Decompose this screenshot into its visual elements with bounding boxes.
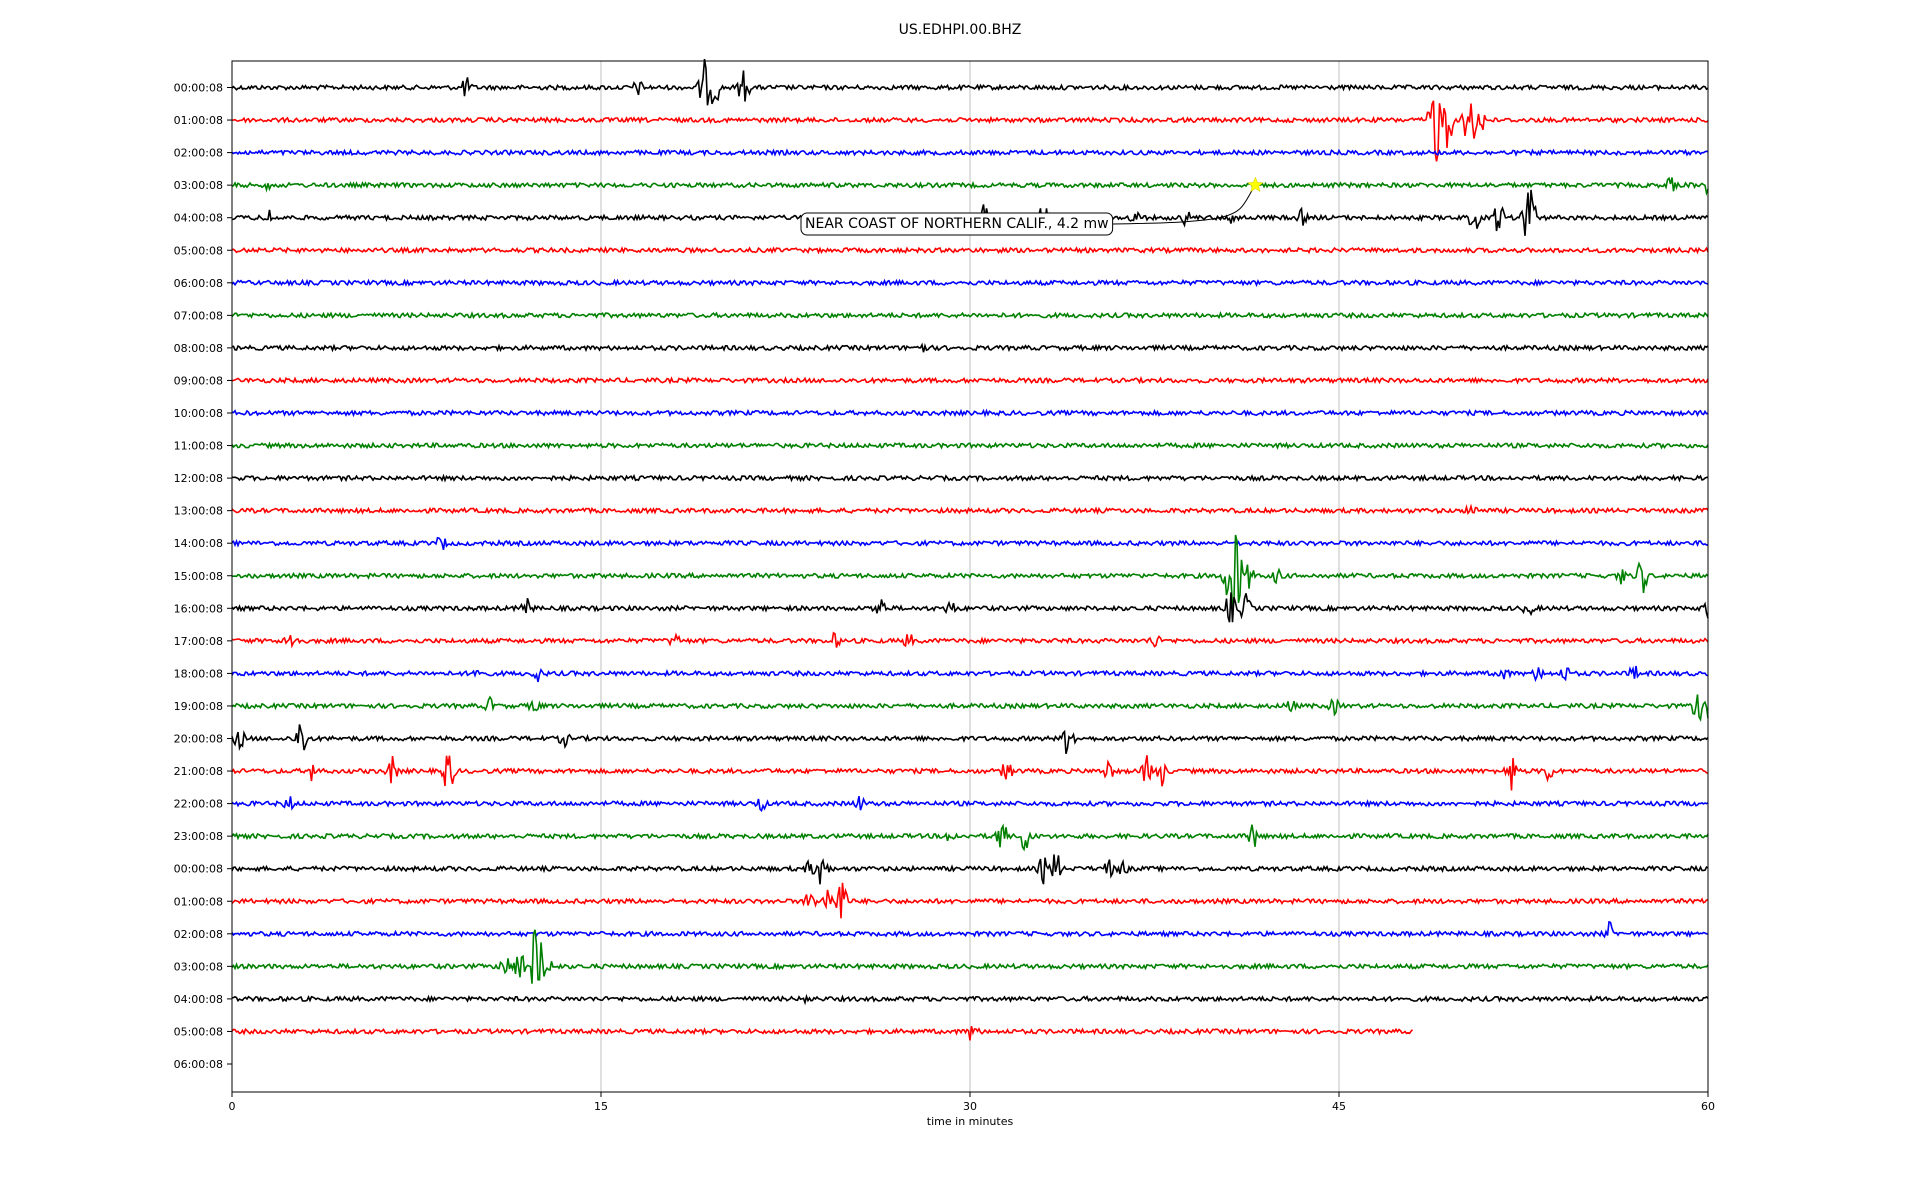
- row-label: 07:00:08: [174, 309, 223, 322]
- trace-line: [231, 503, 1709, 516]
- trace-line: [231, 665, 1709, 683]
- trace-line: [231, 473, 1709, 483]
- row-label: 06:00:08: [174, 1058, 223, 1071]
- row-labels: 00:00:08 01:00:08 02:00:08 03:00:08 04:00:08…: [174, 82, 232, 1071]
- row-label: 08:00:08: [174, 342, 223, 355]
- trace-line: [231, 929, 1709, 984]
- trace-line: [231, 441, 1709, 450]
- row-label: 09:00:08: [174, 374, 223, 387]
- x-tick-label: 0: [229, 1100, 236, 1113]
- row-label: 01:00:08: [174, 895, 223, 908]
- row-label: 11:00:08: [174, 440, 223, 453]
- trace-line: [231, 724, 1709, 755]
- x-axis-label: time in minutes: [927, 1115, 1014, 1128]
- trace-line: [231, 534, 1709, 607]
- x-tick-label: 15: [594, 1100, 608, 1113]
- row-label: 01:00:08: [174, 114, 223, 127]
- trace-line: [231, 796, 1709, 813]
- trace-line: [231, 755, 1709, 791]
- row-label: 00:00:08: [174, 82, 223, 95]
- row-label: 14:00:08: [174, 537, 223, 550]
- row-label: 19:00:08: [174, 700, 223, 713]
- row-label: 05:00:08: [174, 244, 223, 257]
- trace-line: [231, 1026, 1414, 1041]
- row-label: 10:00:08: [174, 407, 223, 420]
- row-label: 05:00:08: [174, 1025, 223, 1038]
- plot-frame: [231, 60, 1709, 1093]
- x-tick-label: 30: [963, 1100, 977, 1113]
- row-label: 20:00:08: [174, 733, 223, 746]
- annotation-leader: [1112, 184, 1256, 225]
- trace-line: [231, 245, 1709, 255]
- trace-line: [231, 882, 1709, 919]
- x-tick-label: 45: [1332, 1100, 1346, 1113]
- trace-line: [231, 310, 1709, 320]
- row-label: 12:00:08: [174, 472, 223, 485]
- trace-line: [231, 592, 1709, 623]
- row-label: 23:00:08: [174, 830, 223, 843]
- trace-line: [231, 148, 1709, 157]
- x-tick-label: 60: [1701, 1100, 1715, 1113]
- chart-title: US.EDHPI.00.BHZ: [899, 22, 1022, 38]
- row-label: 04:00:08: [174, 212, 223, 225]
- trace-line: [231, 342, 1709, 353]
- trace-line: [231, 536, 1709, 550]
- trace-line: [231, 993, 1709, 1006]
- event-star: [1247, 176, 1264, 193]
- annotation-text: NEAR COAST OF NORTHERN CALIF., 4.2 mw: [805, 216, 1109, 232]
- event-annotation: NEAR COAST OF NORTHERN CALIF., 4.2 mw: [800, 184, 1256, 236]
- row-label: 00:00:08: [174, 863, 223, 876]
- row-label: 13:00:08: [174, 505, 223, 518]
- row-label: 06:00:08: [174, 277, 223, 290]
- event-star-marker: [1247, 176, 1264, 193]
- row-label: 18:00:08: [174, 667, 223, 680]
- row-label: 21:00:08: [174, 765, 223, 778]
- annotation-box: [800, 212, 1114, 236]
- row-label: 15:00:08: [174, 570, 223, 583]
- trace-line: [231, 854, 1709, 885]
- row-label: 02:00:08: [174, 147, 223, 160]
- trace-line: [231, 278, 1709, 288]
- row-label: 22:00:08: [174, 798, 223, 811]
- row-label: 03:00:08: [174, 960, 223, 973]
- trace-line: [231, 176, 1709, 196]
- trace-line: [231, 375, 1709, 385]
- x-ticks: 0 15 30 45 60: [229, 1092, 1715, 1113]
- row-label: 17:00:08: [174, 635, 223, 648]
- trace-line: [231, 823, 1709, 852]
- row-label: 03:00:08: [174, 179, 223, 192]
- row-label: 02:00:08: [174, 928, 223, 941]
- trace-line: [231, 58, 1709, 106]
- trace-line: [231, 920, 1709, 939]
- trace-line: [231, 694, 1709, 722]
- trace-line: [231, 631, 1709, 649]
- traces: [231, 58, 1709, 1041]
- row-label: 04:00:08: [174, 993, 223, 1006]
- trace-line: [231, 408, 1709, 418]
- row-label: 16:00:08: [174, 602, 223, 615]
- trace-line: [231, 100, 1709, 162]
